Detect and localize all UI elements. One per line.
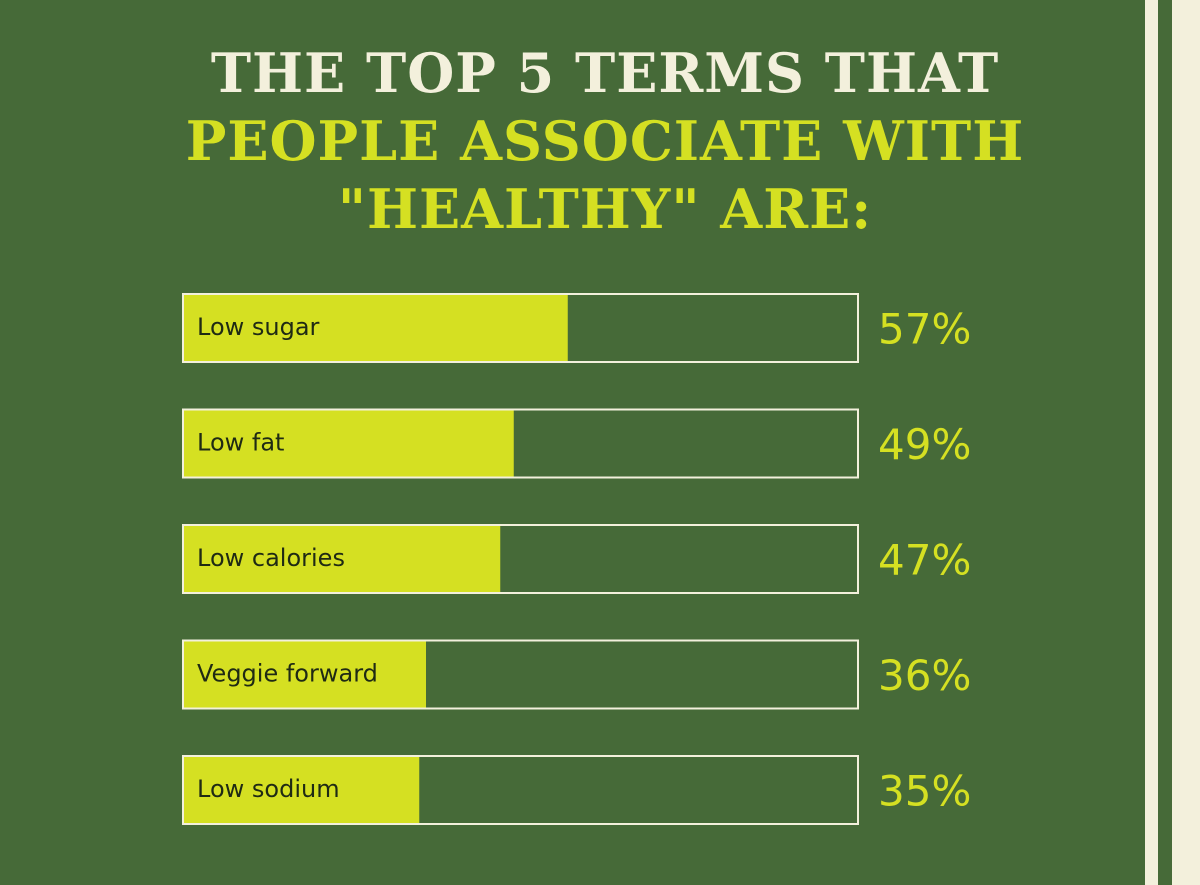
category-label: Low fat bbox=[197, 429, 284, 457]
bar-frame bbox=[182, 408, 859, 479]
value-label: 57% bbox=[878, 305, 971, 354]
side-stripe bbox=[1172, 0, 1200, 885]
bar bbox=[183, 640, 426, 709]
chart-title: PEOPLE ASSOCIATE WITH bbox=[186, 109, 1025, 173]
bar-frame bbox=[182, 524, 859, 594]
bar bbox=[183, 409, 514, 478]
chart-title: THE TOP 5 TERMS THAT bbox=[211, 41, 999, 105]
bar-frame bbox=[182, 639, 859, 710]
chart-title: "HEALTHY" ARE: bbox=[338, 177, 872, 241]
value-label: 49% bbox=[878, 420, 971, 469]
bar-frame bbox=[182, 755, 859, 825]
value-label: 35% bbox=[878, 767, 971, 816]
value-label: 47% bbox=[878, 536, 971, 585]
bar bbox=[183, 756, 420, 824]
bar bbox=[183, 294, 568, 362]
value-label: 36% bbox=[878, 651, 971, 700]
bar bbox=[183, 525, 501, 593]
category-label: Veggie forward bbox=[197, 660, 378, 688]
side-stripe bbox=[1145, 0, 1158, 885]
category-label: Low calories bbox=[197, 544, 345, 572]
bar-frame bbox=[182, 293, 859, 363]
category-label: Low sodium bbox=[197, 775, 340, 803]
category-label: Low sugar bbox=[197, 313, 320, 341]
